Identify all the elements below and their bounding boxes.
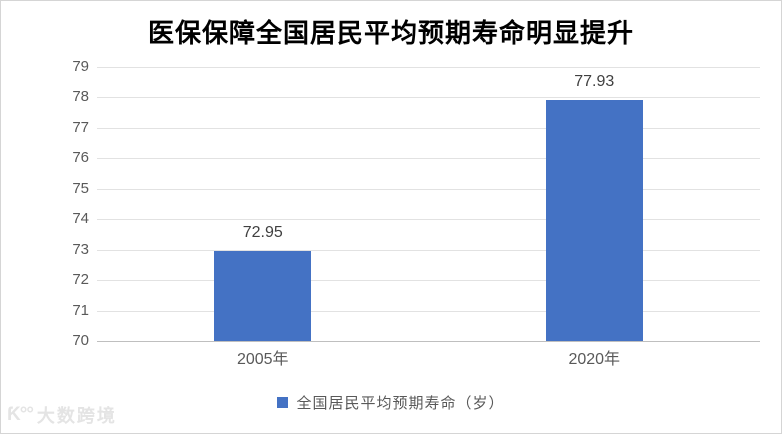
chart-title: 医保保障全国居民平均预期寿命明显提升 [147,18,634,48]
gridline-77 [97,127,760,129]
bar-2005年 [214,251,312,341]
gridline-75 [97,188,760,190]
category-label-2020年: 2020年 [568,351,621,368]
y-tick-label-70: 70 [72,332,89,349]
gridline-79 [97,67,760,68]
y-tick-label-74: 74 [72,210,89,228]
watermark-logo-icon: Ƙ°° [7,404,34,425]
gridline-74 [97,219,760,221]
data-label-2005年: 72.95 [242,224,283,242]
gridline-73 [97,249,760,251]
y-tick-label-73: 73 [72,240,89,258]
watermark: Ƙ°° 大数跨境 [7,402,117,428]
gridline-78 [97,97,760,99]
data-label-2020年: 77.93 [574,72,615,90]
y-tick-label-75: 75 [72,179,89,197]
legend: 全国居民平均预期寿命（岁） [1,392,781,413]
y-tick-label-76: 76 [72,149,89,167]
gridline-76 [97,158,760,160]
y-tick-label-78: 78 [72,88,89,106]
y-tick-label-72: 72 [72,271,89,289]
gridline-71 [97,310,760,312]
y-tick-label-71: 71 [72,301,89,319]
x-axis-line [97,341,760,342]
legend-swatch-icon [277,397,289,408]
bar-2020年 [545,99,643,341]
watermark-text: 大数跨境 [36,406,117,426]
y-tick-label-79: 79 [72,58,89,75]
gridline-72 [97,280,760,282]
category-label-2005年: 2005年 [236,351,289,368]
y-tick-label-77: 77 [72,118,89,136]
legend-label: 全国居民平均预期寿命（岁） [296,395,505,412]
